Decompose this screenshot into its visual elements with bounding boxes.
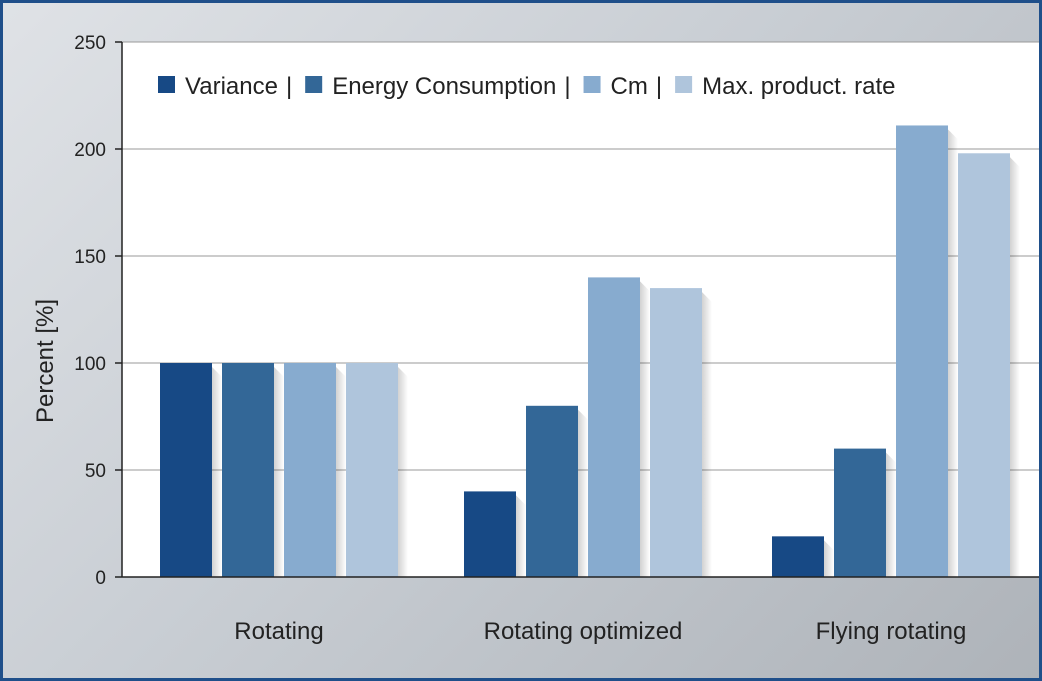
y-tick-label: 100: [74, 354, 106, 375]
legend-label: Cm: [611, 73, 648, 100]
bar-chart: 0 50 100 150 200 250 Rotating Rotating optimiz…: [32, 33, 1039, 645]
bar-variance-rotating-optimized: [464, 491, 516, 577]
bar-max-product-rate-flying-rotating: [958, 153, 1010, 577]
bar-cm-rotating-optimized: [588, 277, 640, 577]
legend-swatch: [158, 76, 175, 93]
bar-shadow: [274, 367, 284, 577]
bar-shadow: [886, 452, 896, 577]
bars: [160, 125, 1020, 578]
x-category-label: Flying rotating: [816, 618, 967, 645]
bar-shadow: [212, 367, 222, 577]
legend-separator: |: [564, 73, 570, 100]
legend-swatch: [305, 76, 323, 93]
y-tick-label: 0: [95, 568, 106, 589]
bar-energy-consumption-rotating: [222, 363, 274, 577]
y-tick-label: 50: [85, 461, 106, 482]
bar-cm-rotating: [284, 363, 336, 577]
bar-energy-consumption-rotating-optimized: [526, 405, 578, 577]
bar-max-product-rate-rotating: [346, 363, 398, 577]
legend-separator: |: [286, 73, 292, 100]
x-tick-labels: Rotating Rotating optimized Flying rotatin…: [234, 618, 966, 645]
y-tick-label: 150: [74, 247, 106, 268]
legend-label: Energy Consumption: [332, 73, 556, 100]
legend: Variance | Energy Consumption | Cm | Max. prod…: [158, 73, 896, 100]
bar-energy-consumption-flying-rotating: [834, 448, 886, 577]
bar-shadow: [516, 495, 526, 577]
bar-shadow: [578, 409, 588, 577]
y-tick-label: 200: [74, 140, 106, 161]
bar-cm-flying-rotating: [896, 125, 948, 578]
y-axis-title: Percent [%]: [32, 299, 59, 423]
bar-shadow: [948, 129, 958, 577]
bar-shadow: [702, 292, 712, 577]
legend-label: Max. product. rate: [702, 73, 895, 100]
bar-variance-rotating: [160, 363, 212, 577]
bar-max-product-rate-rotating-optimized: [650, 288, 702, 577]
legend-swatch: [583, 76, 601, 93]
legend-label: Variance: [185, 73, 278, 100]
bar-variance-flying-rotating: [772, 536, 824, 577]
bar-shadow: [1010, 157, 1020, 577]
legend-swatch: [675, 76, 693, 93]
x-category-label: Rotating optimized: [484, 618, 683, 645]
legend-separator: |: [656, 73, 662, 100]
y-tick-labels: 0 50 100 150 200 250: [74, 33, 122, 589]
bar-shadow: [336, 367, 346, 577]
bar-shadow: [398, 367, 408, 577]
bar-shadow: [640, 281, 650, 577]
bar-shadow: [824, 540, 834, 577]
y-tick-label: 250: [74, 33, 106, 54]
x-category-label: Rotating: [234, 618, 323, 645]
